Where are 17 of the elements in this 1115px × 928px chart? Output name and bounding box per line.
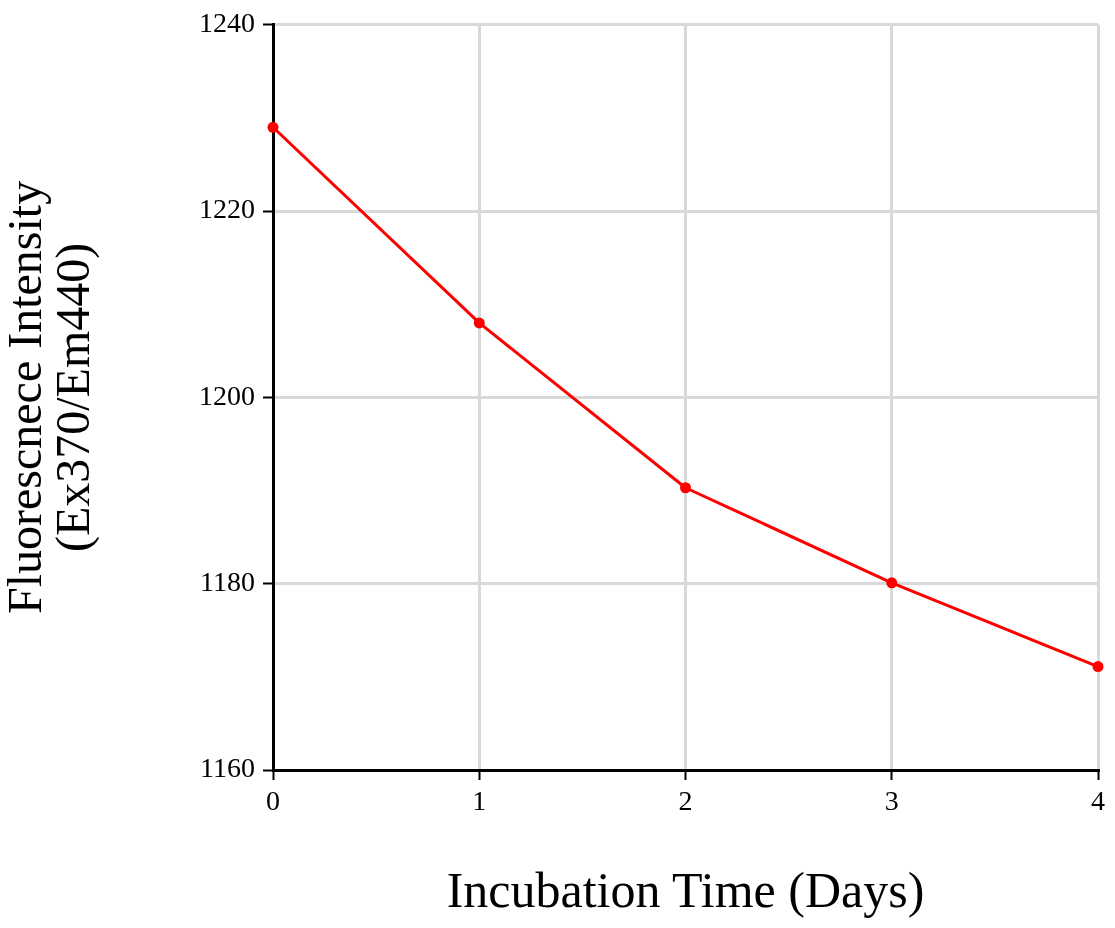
x-tick-label: 4 xyxy=(1091,785,1105,817)
x-tick-label: 0 xyxy=(266,785,280,817)
y-tick-label: 1180 xyxy=(200,566,255,598)
y-tick-label: 1200 xyxy=(199,379,255,411)
x-tick-label: 1 xyxy=(472,785,487,817)
point xyxy=(680,482,691,494)
y-tick-label: 1220 xyxy=(199,193,255,225)
y-tick-label: 1240 xyxy=(199,7,255,39)
point xyxy=(1092,661,1104,673)
y-axis-title: Fluorescnece Intensity (Ex370/Em440) xyxy=(0,180,100,614)
point xyxy=(473,317,485,329)
x-axis-title: Incubation Time (Days) xyxy=(446,862,925,919)
point xyxy=(886,577,898,589)
y-tick-label: 1160 xyxy=(200,752,255,784)
x-tick-label: 2 xyxy=(678,785,693,817)
x-tick-label: 3 xyxy=(884,785,899,817)
point xyxy=(267,121,279,133)
